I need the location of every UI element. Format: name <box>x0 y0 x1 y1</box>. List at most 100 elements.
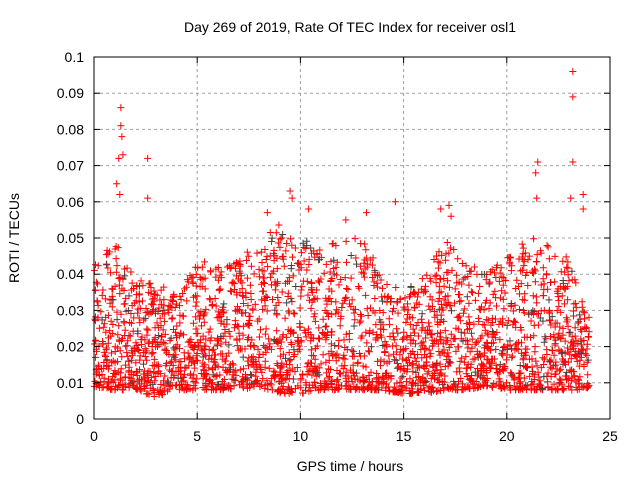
data-point <box>473 365 481 373</box>
data-point <box>233 291 241 299</box>
data-point <box>484 316 492 324</box>
data-point <box>141 377 149 385</box>
data-point <box>250 343 258 351</box>
data-point <box>464 340 472 348</box>
data-point <box>437 336 445 344</box>
data-point <box>327 328 335 336</box>
data-point <box>308 359 315 367</box>
data-point <box>485 360 493 368</box>
data-point <box>307 304 315 312</box>
data-point <box>467 363 475 371</box>
data-point <box>343 258 351 266</box>
data-point <box>244 336 252 344</box>
data-point <box>383 281 391 289</box>
data-point <box>434 264 442 272</box>
data-point <box>460 358 468 366</box>
data-point <box>374 283 382 291</box>
data-point <box>235 346 243 354</box>
data-point <box>425 319 433 327</box>
data-point <box>406 375 414 383</box>
data-point <box>199 353 207 361</box>
data-point <box>263 345 271 353</box>
y-tick-label: 0.05 <box>57 230 84 246</box>
data-point <box>456 291 464 299</box>
data-point <box>323 300 331 308</box>
data-point <box>371 266 379 274</box>
data-point <box>480 305 488 313</box>
data-point <box>127 319 135 327</box>
data-point <box>316 335 324 343</box>
data-point <box>189 386 197 394</box>
data-point <box>243 374 251 382</box>
data-point <box>488 314 496 322</box>
data-point <box>298 283 306 291</box>
data-point <box>227 385 235 393</box>
data-point <box>583 324 591 332</box>
data-point <box>122 342 130 350</box>
data-point <box>116 290 124 298</box>
data-point <box>426 352 434 360</box>
data-point <box>150 355 158 363</box>
data-point <box>105 384 113 392</box>
data-point <box>121 331 129 339</box>
data-point <box>266 229 274 237</box>
data-point <box>554 386 562 394</box>
data-point <box>152 373 160 381</box>
data-point <box>306 296 314 304</box>
data-point <box>222 357 230 365</box>
data-point <box>117 369 125 377</box>
data-point <box>196 273 204 281</box>
data-point <box>506 342 514 350</box>
data-point <box>230 280 238 288</box>
data-point <box>404 306 412 314</box>
data-point <box>456 298 464 306</box>
data-point <box>559 385 567 393</box>
data-point <box>206 337 214 345</box>
data-point <box>493 369 501 377</box>
data-point <box>423 358 431 366</box>
data-point <box>322 369 330 377</box>
data-point <box>95 371 103 379</box>
data-point <box>311 378 319 386</box>
data-point <box>197 322 205 330</box>
data-point <box>277 352 285 360</box>
data-point <box>144 339 152 347</box>
data-point <box>560 384 568 392</box>
data-point <box>303 266 311 274</box>
data-point <box>320 269 328 277</box>
data-point <box>130 378 138 386</box>
data-point <box>259 375 267 383</box>
data-point <box>161 345 169 353</box>
data-point <box>558 292 566 300</box>
data-point <box>583 358 591 366</box>
data-point <box>584 371 592 379</box>
data-point <box>561 268 569 276</box>
data-point <box>450 245 458 253</box>
data-point <box>483 369 491 377</box>
data-point <box>534 368 542 376</box>
data-point <box>570 341 578 349</box>
data-point <box>328 287 336 295</box>
data-point <box>223 367 231 375</box>
data-point <box>559 331 567 339</box>
data-point <box>352 254 360 262</box>
data-point <box>143 325 151 333</box>
data-point <box>534 158 542 166</box>
data-point <box>502 356 510 364</box>
data-point <box>390 333 398 341</box>
data-point <box>389 329 397 337</box>
data-point <box>469 289 477 297</box>
data-point <box>391 336 399 344</box>
data-point <box>337 275 345 283</box>
data-point <box>143 331 151 339</box>
data-point <box>516 361 524 369</box>
data-point <box>117 122 125 130</box>
data-point <box>539 292 547 300</box>
data-point <box>236 366 244 374</box>
data-point <box>459 337 467 345</box>
data-point <box>334 308 342 316</box>
data-point <box>432 362 440 370</box>
data-point <box>266 340 274 348</box>
data-point <box>446 358 454 366</box>
data-point <box>123 349 131 357</box>
